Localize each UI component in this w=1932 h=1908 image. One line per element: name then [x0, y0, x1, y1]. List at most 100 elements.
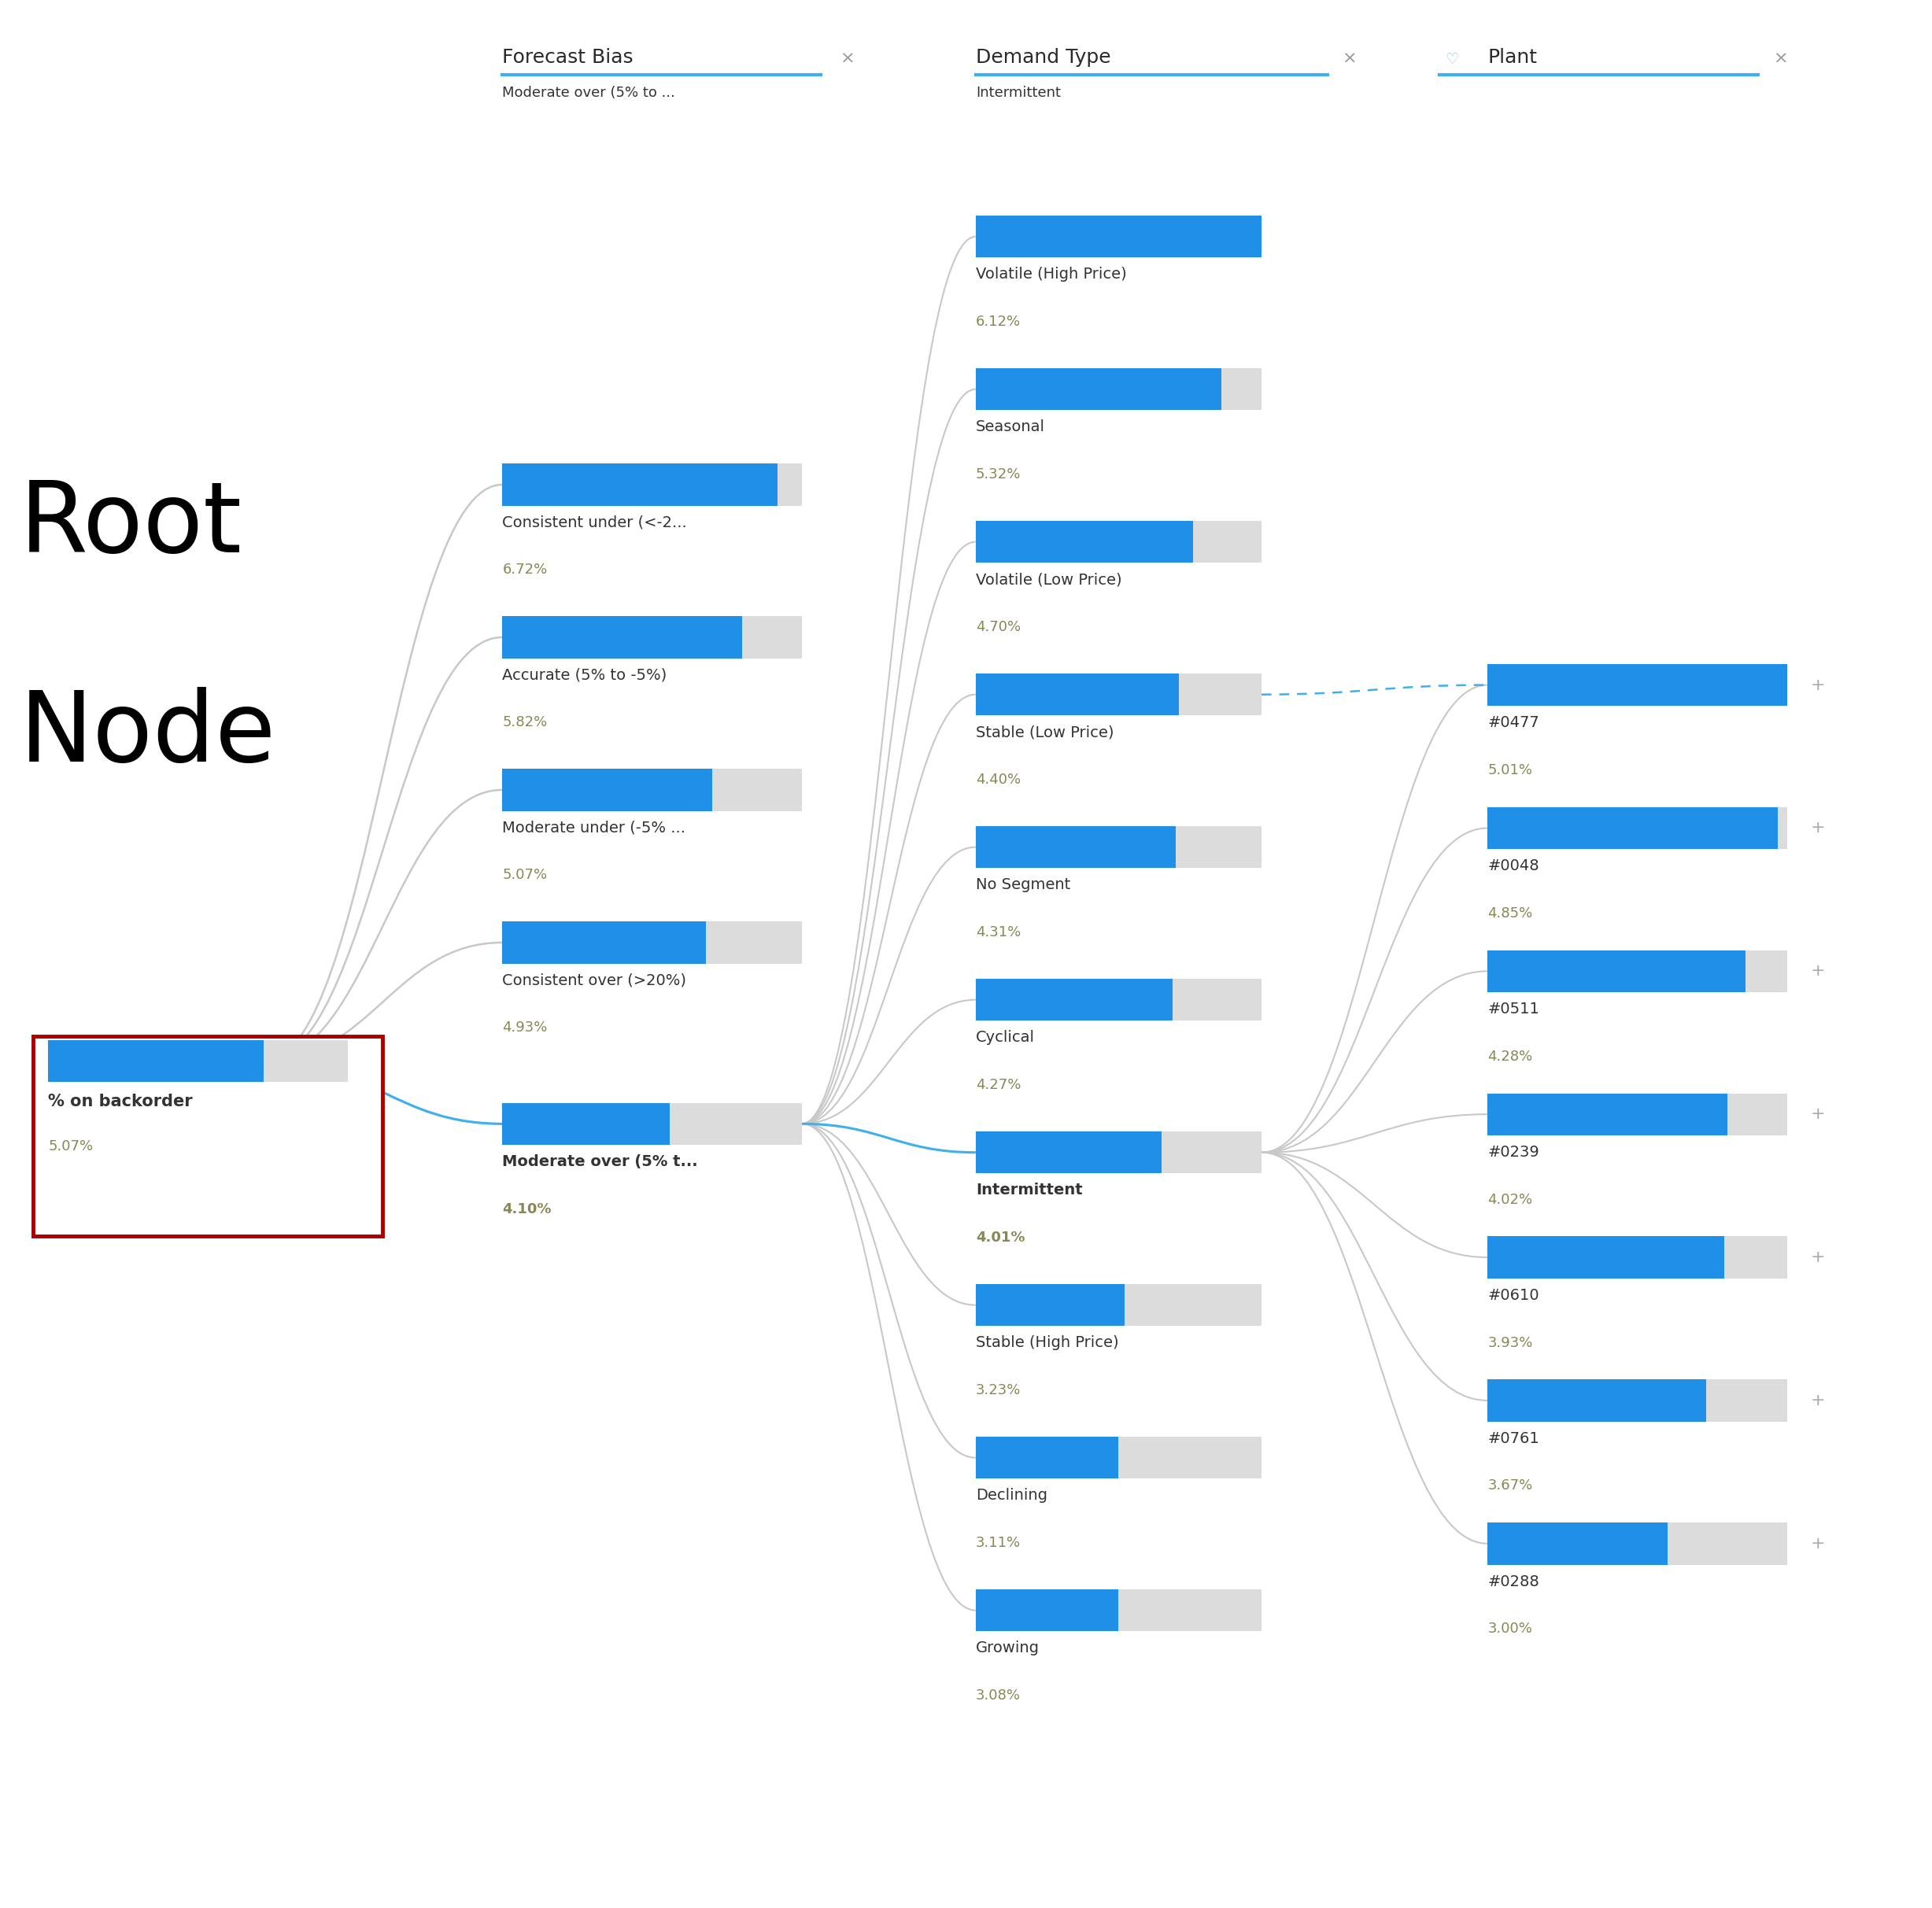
Bar [1488, 664, 1787, 706]
Text: #0477: #0477 [1488, 716, 1540, 731]
Bar [976, 1437, 1262, 1479]
Text: Moderate over (5% to ...: Moderate over (5% to ... [502, 86, 676, 99]
Bar [1488, 1523, 1667, 1565]
Text: 4.02%: 4.02% [1488, 1192, 1532, 1206]
Text: 4.10%: 4.10% [502, 1202, 551, 1215]
Bar [502, 769, 711, 811]
Text: +: + [1810, 1107, 1826, 1122]
Text: 4.85%: 4.85% [1488, 906, 1532, 920]
Text: 5.01%: 5.01% [1488, 763, 1532, 777]
Text: #0288: #0288 [1488, 1574, 1540, 1589]
Text: Moderate over (5% t...: Moderate over (5% t... [502, 1154, 697, 1170]
Text: 4.40%: 4.40% [976, 773, 1020, 786]
Bar [1488, 807, 1777, 849]
Bar [1488, 1523, 1787, 1565]
Bar [1488, 1236, 1787, 1278]
Bar [502, 616, 742, 658]
Text: Root: Root [19, 477, 241, 572]
Text: 4.01%: 4.01% [976, 1231, 1024, 1244]
Text: Plant: Plant [1488, 48, 1538, 67]
Text: Demand Type: Demand Type [976, 48, 1111, 67]
Text: ×: × [840, 52, 856, 67]
Text: Intermittent: Intermittent [976, 1183, 1082, 1198]
Text: ♡: ♡ [1445, 52, 1459, 67]
Bar [976, 979, 1262, 1021]
Bar [976, 1131, 1161, 1173]
Text: Moderate under (-5% ...: Moderate under (-5% ... [502, 820, 686, 836]
Text: Volatile (High Price): Volatile (High Price) [976, 267, 1126, 282]
Bar [502, 616, 802, 658]
Text: Accurate (5% to -5%): Accurate (5% to -5%) [502, 668, 667, 683]
Text: Consistent under (<-2...: Consistent under (<-2... [502, 515, 688, 530]
Bar [1488, 1093, 1787, 1135]
Text: Cyclical: Cyclical [976, 1030, 1036, 1046]
Bar [502, 769, 802, 811]
Text: Intermittent: Intermittent [976, 86, 1061, 99]
Bar [502, 922, 705, 964]
Text: +: + [1810, 677, 1826, 693]
Text: 3.93%: 3.93% [1488, 1336, 1532, 1349]
Bar [502, 1103, 802, 1145]
Text: % on backorder: % on backorder [48, 1093, 193, 1109]
Text: 4.70%: 4.70% [976, 620, 1020, 633]
Bar [1488, 950, 1787, 992]
Bar [976, 826, 1262, 868]
Bar [502, 1103, 670, 1145]
Bar [1488, 1093, 1727, 1135]
Text: 6.72%: 6.72% [502, 563, 547, 576]
Text: 4.31%: 4.31% [976, 925, 1020, 939]
Text: Volatile (Low Price): Volatile (Low Price) [976, 572, 1122, 588]
Text: +: + [1810, 964, 1826, 979]
Text: Node: Node [19, 687, 276, 782]
Text: ×: × [1343, 52, 1358, 67]
Text: 4.27%: 4.27% [976, 1078, 1020, 1091]
Bar [502, 464, 779, 506]
Text: #0048: #0048 [1488, 859, 1540, 874]
Text: Seasonal: Seasonal [976, 420, 1045, 435]
Bar [976, 674, 1262, 716]
Text: Stable (High Price): Stable (High Price) [976, 1336, 1119, 1351]
Text: 4.93%: 4.93% [502, 1021, 547, 1034]
Bar [976, 1131, 1262, 1173]
Text: 3.08%: 3.08% [976, 1689, 1020, 1702]
Bar [1488, 807, 1787, 849]
Text: #0610: #0610 [1488, 1288, 1540, 1303]
Text: 6.12%: 6.12% [976, 315, 1020, 328]
Text: #0761: #0761 [1488, 1431, 1540, 1446]
Bar [976, 1284, 1262, 1326]
Text: ×: × [1774, 52, 1789, 67]
Text: Consistent over (>20%): Consistent over (>20%) [502, 973, 686, 988]
Text: 3.00%: 3.00% [1488, 1622, 1532, 1635]
Bar [976, 1589, 1262, 1631]
Text: #0511: #0511 [1488, 1002, 1540, 1017]
Bar [976, 368, 1262, 410]
Text: Declining: Declining [976, 1488, 1047, 1504]
Bar [1488, 1379, 1706, 1421]
Text: +: + [1810, 1393, 1826, 1408]
Text: Growing: Growing [976, 1641, 1039, 1656]
Text: No Segment: No Segment [976, 878, 1070, 893]
Text: Stable (Low Price): Stable (Low Price) [976, 725, 1113, 740]
Bar [976, 216, 1262, 258]
Text: Forecast Bias: Forecast Bias [502, 48, 634, 67]
Bar [976, 521, 1192, 563]
Text: +: + [1810, 1536, 1826, 1551]
Text: 5.82%: 5.82% [502, 716, 547, 729]
Text: 3.11%: 3.11% [976, 1536, 1020, 1549]
Bar [976, 368, 1221, 410]
Bar [976, 1437, 1119, 1479]
Text: 3.23%: 3.23% [976, 1383, 1020, 1397]
Text: +: + [1810, 1250, 1826, 1265]
FancyBboxPatch shape [33, 1036, 383, 1236]
Text: 3.67%: 3.67% [1488, 1479, 1532, 1492]
Bar [976, 826, 1177, 868]
Bar [48, 1040, 265, 1082]
Bar [502, 464, 802, 506]
Text: 5.32%: 5.32% [976, 467, 1020, 481]
Bar [48, 1040, 348, 1082]
Bar [976, 674, 1179, 716]
Text: #0239: #0239 [1488, 1145, 1540, 1160]
Bar [976, 979, 1173, 1021]
Text: 5.07%: 5.07% [48, 1139, 93, 1152]
Bar [502, 922, 802, 964]
